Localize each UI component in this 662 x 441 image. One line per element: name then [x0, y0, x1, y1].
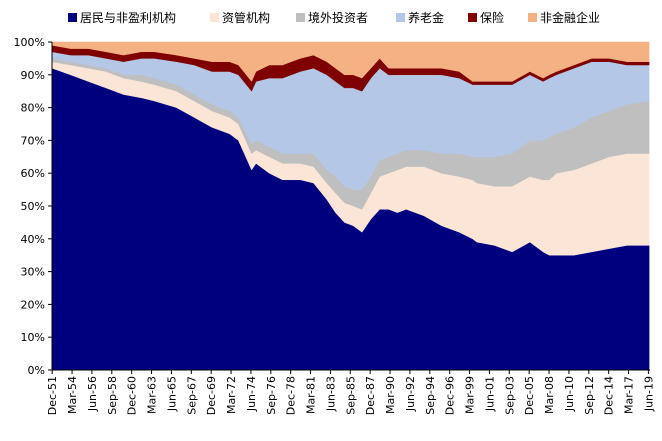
y-tick-label: 10% — [21, 331, 45, 344]
x-tick-label: Dec-05 — [523, 376, 536, 415]
x-tick-label: Jun-92 — [404, 376, 417, 412]
x-tick-label: Jun-10 — [563, 376, 576, 412]
legend-swatch — [210, 13, 219, 22]
legend-label: 非金融企业 — [540, 10, 600, 25]
legend-swatch — [528, 13, 537, 22]
x-axis: Dec-51 Mar-54 Jun-56 Sep-58 Dec-60 Mar-63 Jun-… — [46, 369, 655, 415]
x-tick-label: Mar-08 — [543, 376, 556, 414]
legend-label: 境外投资者 — [308, 10, 368, 25]
y-tick-label: 30% — [21, 266, 45, 279]
x-tick-label: Sep-67 — [185, 376, 198, 415]
chart-areas — [51, 41, 650, 371]
x-tick-label: Mar-99 — [464, 376, 477, 414]
y-tick-label: 100% — [14, 36, 45, 49]
legend-swatch — [468, 13, 477, 22]
y-tick-label: 0% — [28, 364, 45, 377]
y-axis: 0% 10% 20% 30% 40% 50% 60% 70% 80% 90% 100% — [14, 36, 53, 377]
x-tick-label: Mar-81 — [305, 376, 318, 414]
x-tick-label: Sep-94 — [424, 376, 437, 415]
chart-legend: 居民与非盈利机构 资管机构 境外投资者 养老金 保险 非金融企业 — [68, 10, 600, 25]
legend-swatch — [68, 13, 77, 22]
x-tick-label: Jun-65 — [165, 376, 178, 412]
legend-swatch — [296, 13, 305, 22]
x-tick-label: Sep-85 — [344, 376, 357, 415]
y-tick-label: 50% — [21, 200, 45, 213]
y-tick-label: 90% — [21, 69, 45, 82]
y-tick-label: 40% — [21, 233, 45, 246]
x-tick-label: Dec-78 — [285, 376, 298, 415]
x-tick-label: Dec-69 — [205, 376, 218, 415]
legend-label: 资管机构 — [222, 10, 270, 25]
x-tick-label: Sep-03 — [503, 376, 516, 415]
x-tick-label: Jun-83 — [324, 376, 337, 412]
x-tick-label: Mar-63 — [146, 376, 159, 414]
x-tick-label: Dec-51 — [46, 376, 59, 415]
x-tick-label: Dec-60 — [126, 376, 139, 415]
x-tick-label: Sep-58 — [106, 376, 119, 415]
x-tick-label: Jun-56 — [86, 376, 99, 412]
x-tick-label: Dec-96 — [444, 376, 457, 415]
y-tick-label: 20% — [21, 298, 45, 311]
x-tick-label: Sep-76 — [265, 376, 278, 415]
x-tick-label: Mar-72 — [225, 376, 238, 414]
x-tick-label: Dec-14 — [603, 376, 616, 415]
x-tick-label: Mar-90 — [384, 376, 397, 414]
y-tick-label: 80% — [21, 102, 45, 115]
x-tick-label: Mar-54 — [66, 376, 79, 414]
x-tick-label: Mar-17 — [623, 376, 636, 414]
x-tick-label: Jun-01 — [483, 376, 496, 412]
legend-label: 养老金 — [408, 10, 444, 25]
y-tick-label: 60% — [21, 167, 45, 180]
x-tick-label: Sep-12 — [583, 376, 596, 415]
legend-label: 保险 — [480, 10, 504, 25]
legend-swatch — [396, 13, 405, 22]
x-tick-label: Jun-19 — [642, 376, 655, 412]
legend-label: 居民与非盈利机构 — [80, 10, 176, 25]
x-tick-label: Dec-87 — [364, 376, 377, 415]
y-tick-label: 70% — [21, 134, 45, 147]
x-tick-label: Jun-74 — [245, 376, 258, 412]
area-series-5 — [51, 41, 650, 82]
